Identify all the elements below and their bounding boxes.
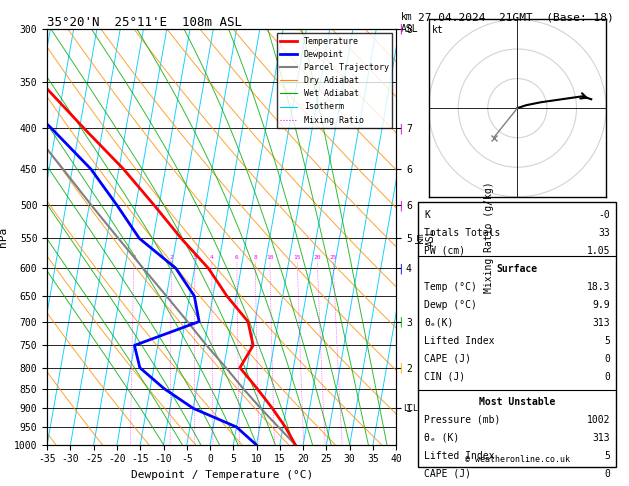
Text: 5: 5 [604,336,611,346]
X-axis label: Dewpoint / Temperature (°C): Dewpoint / Temperature (°C) [131,470,313,480]
Text: 1.05: 1.05 [587,245,611,256]
Text: Pressure (mb): Pressure (mb) [424,415,501,425]
Text: |: | [397,316,403,327]
Text: Dewp (°C): Dewp (°C) [424,300,477,310]
Text: 8: 8 [253,255,257,260]
Text: 3: 3 [193,255,197,260]
Text: Temp (°C): Temp (°C) [424,282,477,292]
Text: Totals Totals: Totals Totals [424,227,501,238]
Text: 1002: 1002 [587,415,611,425]
Text: θₑ(K): θₑ(K) [424,318,454,328]
Y-axis label: hPa: hPa [0,227,8,247]
Text: Surface: Surface [497,264,538,274]
Text: 15: 15 [294,255,301,260]
Text: |: | [397,263,403,274]
Text: |: | [397,24,403,35]
Text: LCL: LCL [403,404,418,413]
Text: |: | [397,363,403,373]
Text: CAPE (J): CAPE (J) [424,469,471,479]
Text: Lifted Index: Lifted Index [424,451,495,461]
Text: 20: 20 [314,255,321,260]
Text: 33: 33 [599,227,611,238]
Text: Mixing Ratio (g/kg): Mixing Ratio (g/kg) [484,181,494,293]
Text: CAPE (J): CAPE (J) [424,354,471,364]
Text: 10: 10 [266,255,274,260]
Text: 18.3: 18.3 [587,282,611,292]
Text: 2: 2 [170,255,174,260]
Text: 0: 0 [604,469,611,479]
Text: CIN (J): CIN (J) [424,372,465,382]
Text: K: K [424,209,430,220]
Text: 0: 0 [604,354,611,364]
Text: 27.04.2024  21GMT  (Base: 18): 27.04.2024 21GMT (Base: 18) [418,12,614,22]
Text: 313: 313 [593,318,611,328]
Text: 313: 313 [593,433,611,443]
Text: 9.9: 9.9 [593,300,611,310]
Legend: Temperature, Dewpoint, Parcel Trajectory, Dry Adiabat, Wet Adiabat, Isotherm, Mi: Temperature, Dewpoint, Parcel Trajectory… [277,34,392,128]
Text: θₑ (K): θₑ (K) [424,433,459,443]
Text: kt: kt [432,25,444,35]
Text: -0: -0 [599,209,611,220]
Text: |: | [397,123,403,134]
Text: 4: 4 [210,255,214,260]
Text: 35°20'N  25°11'E  108m ASL: 35°20'N 25°11'E 108m ASL [47,16,242,29]
Text: © weatheronline.co.uk: © weatheronline.co.uk [465,455,570,464]
Y-axis label: km
ASL: km ASL [415,228,437,246]
Text: Most Unstable: Most Unstable [479,397,555,407]
Text: 25: 25 [330,255,337,260]
Text: Lifted Index: Lifted Index [424,336,495,346]
Text: |: | [397,200,403,211]
Text: PW (cm): PW (cm) [424,245,465,256]
Text: 0: 0 [604,372,611,382]
Text: 5: 5 [604,451,611,461]
Text: 6: 6 [235,255,239,260]
Text: 1: 1 [132,255,136,260]
Text: km
ASL: km ASL [401,12,419,34]
